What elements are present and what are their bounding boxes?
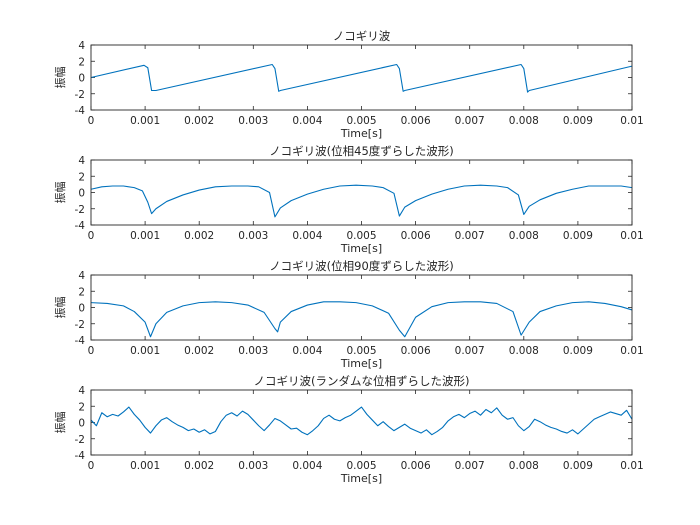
x-tick-label: 0.002: [184, 345, 214, 357]
y-tick-label: -2: [75, 204, 85, 216]
series-line: [90, 63, 633, 93]
x-tick-label: 0.007: [455, 460, 485, 472]
x-tick-label: 0.007: [455, 345, 485, 357]
axes-box: [90, 274, 633, 341]
x-tick-label: 0.003: [238, 460, 268, 472]
x-axis-label: Time[s]: [340, 357, 382, 370]
subplot-2: 0 0.001 0.002 0.003 0.004 0.005 0.006 0.007 0.00…: [53, 144, 644, 255]
x-tick-label: 0.003: [238, 345, 268, 357]
x-tick-label: 0.001: [130, 460, 160, 472]
x-tick-label: 0.003: [238, 230, 268, 242]
y-tick-label: 2: [78, 56, 85, 68]
x-tick-label: 0.001: [130, 230, 160, 242]
x-axis-label: Time[s]: [340, 242, 382, 255]
chart-title: ノコギリ波: [333, 29, 391, 43]
x-axis-label: Time[s]: [340, 127, 382, 140]
x-tick-label: 0.005: [346, 115, 376, 127]
x-tick-label: 0.005: [346, 230, 376, 242]
x-tick-label: 0: [88, 115, 95, 127]
y-tick-label: 2: [78, 286, 85, 298]
y-axis-label: 振幅: [53, 67, 67, 89]
plot-area: [91, 45, 632, 110]
y-tick-label: -2: [75, 89, 85, 101]
x-tick-label: 0.008: [509, 115, 539, 127]
x-tick-label: 0.01: [620, 230, 643, 242]
x-tick-label: 0.009: [563, 345, 593, 357]
series-line: [90, 301, 633, 338]
x-tick-label: 0.002: [184, 115, 214, 127]
subplot-1: 0 0.001 0.002 0.003 0.004 0.005 0.006 0.007 0.00…: [53, 29, 644, 140]
plot-area: [91, 275, 632, 340]
x-tick-label: 0.004: [292, 230, 322, 242]
chart-title: ノコギリ波(位相90度ずらした波形): [269, 259, 454, 273]
x-tick-label: 0.003: [238, 115, 268, 127]
plot-area: [91, 160, 632, 225]
y-tick-label: 0: [78, 188, 85, 200]
subplot-3: 0 0.001 0.002 0.003 0.004 0.005 0.006 0.007 0.00…: [53, 259, 644, 370]
x-tick-label: 0.002: [184, 460, 214, 472]
y-tick-label: 2: [78, 171, 85, 183]
x-tick-label: 0.002: [184, 230, 214, 242]
axes-box: [90, 44, 633, 111]
x-tick-label: 0.005: [346, 460, 376, 472]
x-tick-label: 0.009: [563, 230, 593, 242]
x-tick-label: 0.005: [346, 345, 376, 357]
series-line: [90, 184, 633, 218]
x-tick-label: 0.006: [401, 230, 431, 242]
x-tick-label: 0.008: [509, 460, 539, 472]
x-tick-label: 0: [88, 460, 95, 472]
x-tick-label: 0.004: [292, 115, 322, 127]
y-tick-label: 0: [78, 418, 85, 430]
x-tick-label: 0.006: [401, 115, 431, 127]
series-line: [90, 406, 633, 436]
y-tick-label: 0: [78, 303, 85, 315]
x-tick-label: 0.001: [130, 115, 160, 127]
plot-area: [91, 390, 632, 455]
x-tick-label: 0.01: [620, 460, 643, 472]
y-tick-label: 4: [78, 270, 85, 282]
x-tick-label: 0.008: [509, 345, 539, 357]
y-tick-label: -4: [75, 335, 86, 347]
y-axis-label: 振幅: [53, 412, 67, 434]
y-axis-label: 振幅: [53, 297, 67, 319]
x-tick-label: 0.006: [401, 345, 431, 357]
chart-title: ノコギリ波(ランダムな位相ずらした波形): [254, 374, 470, 388]
y-tick-label: 4: [78, 155, 85, 167]
y-tick-label: 2: [78, 401, 85, 413]
y-tick-label: -4: [75, 220, 86, 232]
x-axis-label: Time[s]: [340, 472, 382, 485]
x-tick-label: 0.009: [563, 460, 593, 472]
x-tick-label: 0.009: [563, 115, 593, 127]
x-tick-label: 0: [88, 345, 95, 357]
axes-box: [90, 389, 633, 456]
y-tick-label: -2: [75, 319, 85, 331]
y-tick-label: 4: [78, 385, 85, 397]
x-tick-label: 0.01: [620, 115, 643, 127]
axes-box: [90, 159, 633, 226]
x-tick-label: 0: [88, 230, 95, 242]
y-tick-label: -4: [75, 105, 86, 117]
x-tick-label: 0.008: [509, 230, 539, 242]
y-axis-label: 振幅: [53, 182, 67, 204]
y-tick-label: 0: [78, 73, 85, 85]
y-tick-label: -4: [75, 450, 86, 462]
chart-title: ノコギリ波(位相45度ずらした波形): [269, 144, 454, 158]
x-tick-label: 0.004: [292, 460, 322, 472]
x-tick-label: 0.007: [455, 115, 485, 127]
x-tick-label: 0.006: [401, 460, 431, 472]
subplot-4: 0 0.001 0.002 0.003 0.004 0.005 0.006 0.007 0.00…: [53, 374, 644, 485]
x-tick-label: 0.001: [130, 345, 160, 357]
x-tick-label: 0.007: [455, 230, 485, 242]
x-tick-label: 0.004: [292, 345, 322, 357]
y-tick-label: -2: [75, 434, 85, 446]
x-tick-label: 0.01: [620, 345, 643, 357]
y-tick-label: 4: [78, 40, 85, 52]
